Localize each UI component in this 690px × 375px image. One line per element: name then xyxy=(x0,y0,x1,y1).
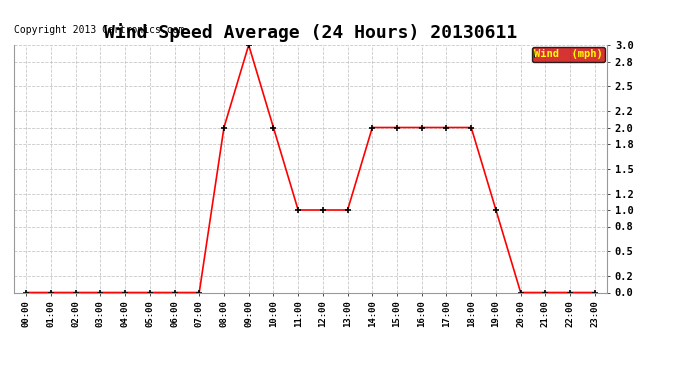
Legend: Wind  (mph): Wind (mph) xyxy=(531,47,605,62)
Title: Wind Speed Average (24 Hours) 20130611: Wind Speed Average (24 Hours) 20130611 xyxy=(104,23,517,42)
Text: Copyright 2013 Cartronics.com: Copyright 2013 Cartronics.com xyxy=(14,25,184,35)
